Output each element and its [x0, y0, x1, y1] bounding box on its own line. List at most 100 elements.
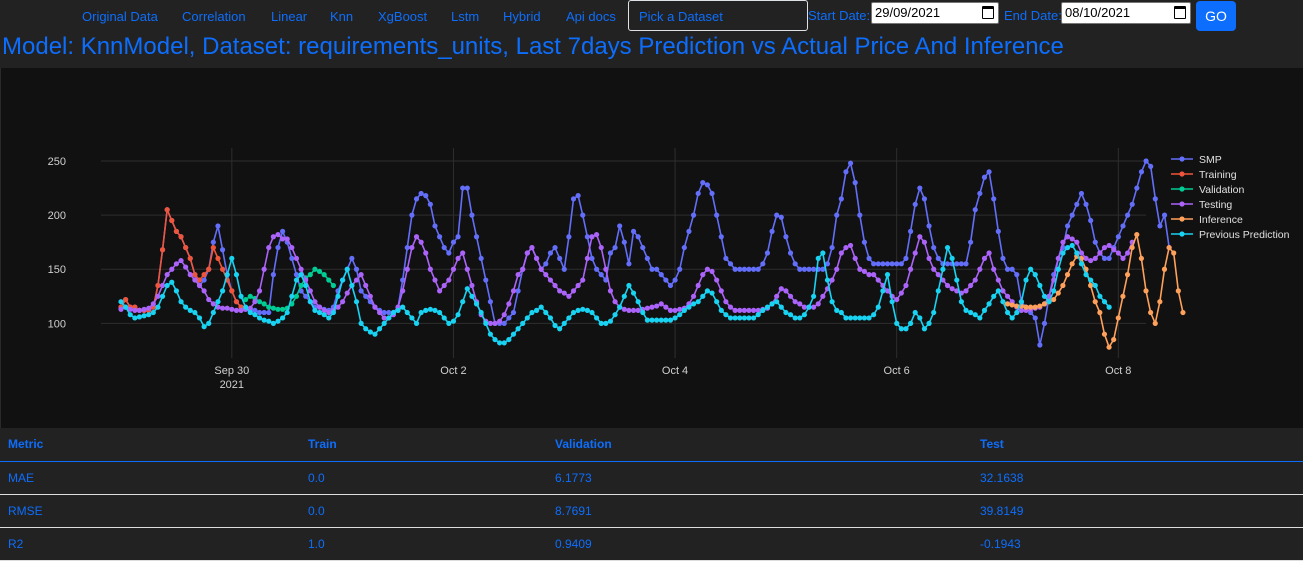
go-button[interactable]: GO [1196, 1, 1236, 31]
data-point-previous-prediction [1106, 304, 1112, 310]
data-point-smp [293, 272, 300, 278]
data-point-testing [1120, 255, 1126, 262]
data-point-smp [769, 228, 775, 234]
data-point-smp [889, 261, 895, 267]
data-point-previous-prediction [1028, 266, 1034, 272]
data-point-previous-prediction [289, 293, 295, 299]
data-point-previous-prediction [603, 320, 609, 326]
data-point-smp [1161, 212, 1168, 218]
data-point-inference [1111, 336, 1117, 343]
data-point-training [183, 244, 189, 251]
data-point-previous-prediction [252, 312, 258, 318]
data-point-previous-prediction [196, 315, 203, 321]
chart-panel: 100 150 200 250 Sep 30 2021 Oct 2 Oct 4 Oct 6 Oct… [0, 68, 1303, 428]
data-point-previous-prediction [981, 307, 988, 313]
data-point-previous-prediction [732, 315, 738, 321]
nav-link-hybrid[interactable]: Hybrid [503, 9, 541, 24]
data-point-inference [1092, 299, 1098, 305]
data-point-testing [344, 290, 350, 296]
data-point-testing [1060, 239, 1066, 245]
data-point-previous-prediction [136, 314, 143, 320]
nav-link-knn[interactable]: Knn [330, 9, 354, 24]
data-point-testing [1125, 250, 1131, 256]
data-point-smp [917, 185, 923, 191]
data-point-inference [1069, 261, 1075, 267]
data-point-testing [944, 282, 951, 289]
data-point-testing [469, 282, 475, 289]
data-point-smp [658, 272, 664, 278]
data-point-previous-prediction [815, 255, 821, 262]
data-point-previous-prediction [561, 320, 567, 326]
data-point-smp [594, 266, 600, 272]
data-point-testing [921, 239, 928, 245]
data-point-previous-prediction [326, 315, 332, 321]
data-point-inference [1032, 304, 1038, 310]
data-point-smp [778, 214, 784, 220]
dataset-dropdown[interactable]: Pick a Dataset [628, 0, 808, 31]
data-point-testing [353, 277, 360, 283]
nav-link-linear[interactable]: Linear [271, 9, 308, 24]
data-point-previous-prediction [1097, 293, 1103, 299]
data-point-smp [1157, 223, 1163, 229]
data-point-previous-prediction [612, 312, 618, 318]
data-point-testing [1088, 257, 1094, 264]
data-point-training [187, 255, 193, 262]
data-point-testing [238, 307, 244, 313]
data-point-previous-prediction [861, 315, 868, 321]
calendar-icon[interactable] [982, 6, 994, 19]
legend-label-training: Training [1199, 169, 1237, 181]
y-tick-label: 150 [48, 264, 66, 276]
data-point-testing [381, 315, 387, 321]
data-point-previous-prediction [621, 293, 627, 299]
data-point-smp [968, 239, 974, 245]
data-point-smp [460, 185, 466, 191]
data-point-smp [700, 180, 706, 186]
data-point-testing [1069, 236, 1075, 242]
data-point-testing [284, 236, 290, 242]
data-point-smp [824, 261, 831, 267]
data-point-training [219, 266, 226, 272]
data-point-smp [792, 261, 798, 267]
data-point-smp [672, 277, 678, 283]
data-point-previous-prediction [727, 315, 734, 321]
legend-marker-training [1179, 171, 1185, 177]
data-point-smp [261, 309, 267, 316]
data-point-previous-prediction [183, 304, 189, 310]
nav-link-xgboost[interactable]: XgBoost [378, 9, 428, 24]
data-point-testing [533, 255, 540, 262]
data-point-previous-prediction [1083, 272, 1089, 278]
start-date-label: Start Date: [808, 8, 871, 23]
end-date-input[interactable]: 08/10/2021 [1061, 2, 1191, 24]
data-point-previous-prediction [792, 315, 798, 321]
data-point-testing [898, 290, 904, 296]
data-point-smp [1143, 158, 1149, 164]
data-point-smp [718, 234, 724, 240]
data-point-testing [834, 266, 840, 272]
data-point-testing [1000, 288, 1006, 294]
nav-link-api-docs[interactable]: Api docs [566, 9, 616, 24]
data-point-testing [963, 288, 969, 294]
data-point-testing [178, 257, 184, 264]
data-point-inference [1037, 303, 1043, 309]
nav-link-correlation[interactable]: Correlation [182, 9, 246, 24]
data-point-testing [293, 255, 300, 262]
data-point-testing [672, 307, 678, 313]
data-point-smp [252, 307, 258, 313]
data-point-testing [501, 312, 507, 318]
data-point-training [192, 272, 198, 278]
data-point-testing [986, 250, 992, 256]
data-point-smp [353, 266, 360, 272]
start-date-input[interactable]: 29/09/2021 [871, 2, 999, 24]
x-tick-label: Oct 6 [884, 365, 910, 377]
data-point-previous-prediction [243, 304, 249, 310]
data-point-smp [1000, 255, 1006, 262]
calendar-icon[interactable] [1174, 6, 1186, 19]
data-point-smp [215, 223, 221, 229]
nav-link-lstm[interactable]: Lstm [451, 9, 480, 24]
nav-link-original-data[interactable]: Original Data [82, 9, 158, 24]
data-point-testing [159, 282, 166, 289]
table-cell: 32.1638 [972, 461, 1303, 495]
data-point-testing [1115, 250, 1121, 256]
data-point-testing [164, 272, 170, 278]
data-point-testing [1106, 242, 1112, 249]
